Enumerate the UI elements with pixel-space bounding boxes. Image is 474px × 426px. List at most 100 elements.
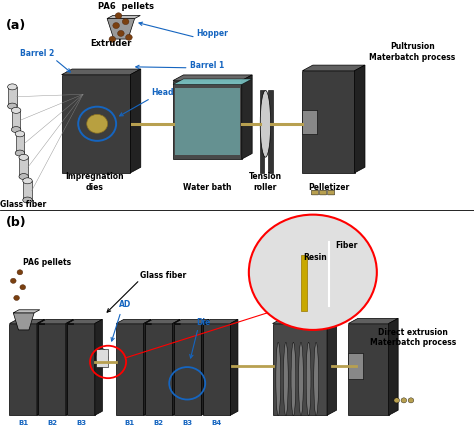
Bar xyxy=(19,158,28,177)
Polygon shape xyxy=(389,319,398,415)
Bar xyxy=(302,111,317,134)
Circle shape xyxy=(113,23,119,29)
Polygon shape xyxy=(327,319,337,415)
Text: Glass fiber: Glass fiber xyxy=(140,270,186,279)
Ellipse shape xyxy=(19,155,28,161)
Ellipse shape xyxy=(299,343,303,416)
Ellipse shape xyxy=(23,198,32,204)
Text: Pultrusion
Materbatch process: Pultrusion Materbatch process xyxy=(369,42,456,62)
FancyBboxPatch shape xyxy=(311,191,319,196)
FancyBboxPatch shape xyxy=(328,191,335,196)
Circle shape xyxy=(10,279,16,284)
Polygon shape xyxy=(173,81,242,160)
Circle shape xyxy=(118,32,124,37)
Polygon shape xyxy=(145,324,173,415)
Text: (a): (a) xyxy=(6,19,26,32)
Circle shape xyxy=(14,296,19,301)
Ellipse shape xyxy=(291,343,296,416)
Polygon shape xyxy=(145,320,180,324)
Bar xyxy=(260,91,264,173)
Circle shape xyxy=(408,398,414,403)
Bar xyxy=(23,181,32,201)
Circle shape xyxy=(394,398,400,403)
Text: AD: AD xyxy=(118,300,131,309)
Polygon shape xyxy=(116,324,144,415)
Polygon shape xyxy=(273,319,337,324)
Text: Head: Head xyxy=(152,88,174,97)
Text: Resin: Resin xyxy=(303,253,327,262)
Polygon shape xyxy=(173,80,252,85)
Text: B4: B4 xyxy=(211,419,222,425)
Polygon shape xyxy=(230,320,238,415)
Polygon shape xyxy=(130,70,141,173)
Bar xyxy=(12,111,20,130)
Circle shape xyxy=(20,285,26,290)
Text: Barrel 1: Barrel 1 xyxy=(190,60,224,69)
Ellipse shape xyxy=(276,343,281,416)
Polygon shape xyxy=(67,324,95,415)
FancyBboxPatch shape xyxy=(319,191,327,196)
Polygon shape xyxy=(62,70,141,75)
Circle shape xyxy=(109,37,116,43)
Polygon shape xyxy=(173,320,180,415)
Bar xyxy=(301,256,307,311)
Polygon shape xyxy=(66,320,73,415)
Circle shape xyxy=(87,115,108,134)
Text: Tension
roller: Tension roller xyxy=(249,172,282,191)
Polygon shape xyxy=(67,320,102,324)
Polygon shape xyxy=(348,324,389,415)
Text: Fiber: Fiber xyxy=(336,240,358,249)
Polygon shape xyxy=(9,320,45,324)
Text: B3: B3 xyxy=(76,419,86,425)
Polygon shape xyxy=(302,66,365,72)
Ellipse shape xyxy=(8,85,17,91)
Ellipse shape xyxy=(96,349,108,367)
Text: B1: B1 xyxy=(18,419,28,425)
Polygon shape xyxy=(144,320,151,415)
Text: Hopper: Hopper xyxy=(197,29,228,38)
Text: PA6 pellets: PA6 pellets xyxy=(23,257,72,266)
Circle shape xyxy=(115,14,122,20)
Text: Extruder: Extruder xyxy=(90,39,131,48)
Text: B3: B3 xyxy=(182,419,193,425)
Polygon shape xyxy=(348,319,398,324)
Ellipse shape xyxy=(11,127,21,133)
Polygon shape xyxy=(9,324,37,415)
Ellipse shape xyxy=(8,104,17,110)
Polygon shape xyxy=(107,17,140,20)
Bar xyxy=(348,354,363,379)
Polygon shape xyxy=(13,313,34,330)
Text: Water bath: Water bath xyxy=(183,182,232,191)
Circle shape xyxy=(401,398,407,403)
Bar xyxy=(8,88,17,107)
Ellipse shape xyxy=(15,132,25,138)
Circle shape xyxy=(249,215,377,330)
Bar xyxy=(16,135,24,154)
Polygon shape xyxy=(355,66,365,173)
Text: B2: B2 xyxy=(47,419,57,425)
Bar xyxy=(175,89,240,156)
Ellipse shape xyxy=(19,174,28,180)
Text: Die: Die xyxy=(197,317,211,326)
Polygon shape xyxy=(174,324,201,415)
Polygon shape xyxy=(13,310,40,313)
Text: Impregnation
dies: Impregnation dies xyxy=(65,172,124,191)
Text: Direct extrusion
Materbatch process: Direct extrusion Materbatch process xyxy=(370,327,456,346)
Polygon shape xyxy=(95,320,102,415)
Polygon shape xyxy=(38,324,66,415)
Polygon shape xyxy=(242,76,252,160)
Polygon shape xyxy=(314,237,320,277)
Polygon shape xyxy=(203,320,238,324)
Text: PA6  pellets: PA6 pellets xyxy=(98,2,154,11)
Circle shape xyxy=(17,270,23,275)
Polygon shape xyxy=(302,72,355,173)
Text: (b): (b) xyxy=(6,215,27,228)
Ellipse shape xyxy=(23,178,32,184)
Text: Glass fiber: Glass fiber xyxy=(0,200,46,209)
Bar xyxy=(268,91,273,173)
Bar xyxy=(96,349,108,367)
Polygon shape xyxy=(173,76,252,81)
Polygon shape xyxy=(201,320,209,415)
Polygon shape xyxy=(284,237,320,241)
Polygon shape xyxy=(273,324,327,415)
